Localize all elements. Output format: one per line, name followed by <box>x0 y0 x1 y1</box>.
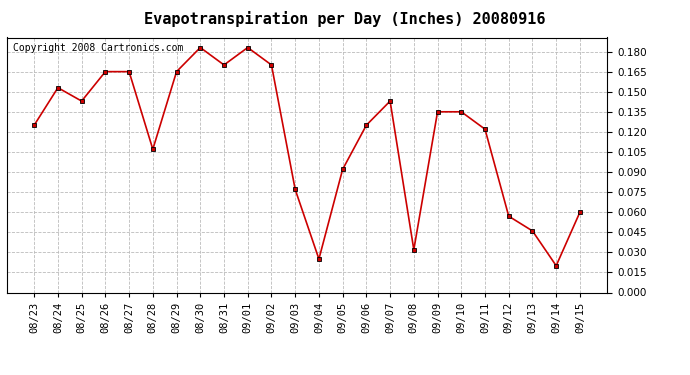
Text: Copyright 2008 Cartronics.com: Copyright 2008 Cartronics.com <box>13 43 184 52</box>
Text: Evapotranspiration per Day (Inches) 20080916: Evapotranspiration per Day (Inches) 2008… <box>144 11 546 27</box>
